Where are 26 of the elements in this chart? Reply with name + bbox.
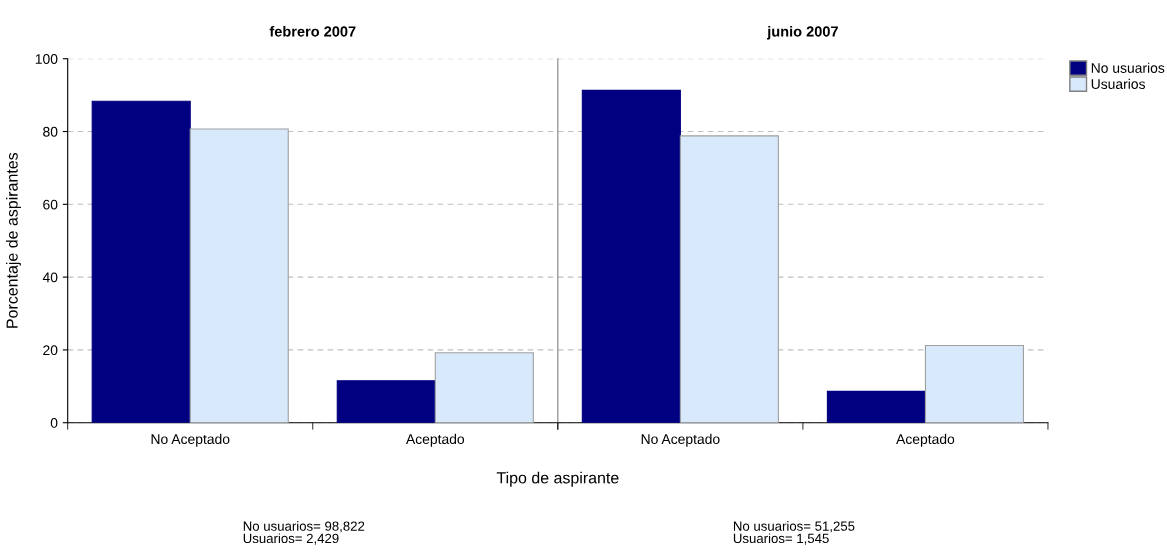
legend-label: No usuarios [1091,62,1165,73]
legend-label: Usuarios [1091,78,1145,89]
bar [91,100,191,423]
text: No usuarios= 98,822 Usuarios= 2,429 [243,521,365,545]
y-tick-label: 20 [43,345,58,356]
x-tick-label: Aceptado [896,433,955,447]
bar [434,352,534,423]
bar [189,128,289,423]
y-tick-label: 80 [43,126,58,137]
x-axis-title: Tipo de aspirante [496,471,619,487]
y-axis-title: Porcentaje de aspirantes [6,152,21,328]
chart-title: febrero 2007 [269,25,356,37]
x-tick-label: Aceptado [405,433,465,447]
x-tick-label: No Aceptado [151,433,230,447]
bar [826,390,926,423]
y-tick-label: 40 [42,272,58,283]
text: No usuarios= 51,255 Usuarios= 1,545 [733,521,855,545]
chart-title: junio 2007 [767,25,838,40]
bar [924,344,1025,423]
bar [679,135,779,423]
y-tick-label: 0 [50,418,58,428]
bar [581,89,681,423]
y-tick-label: 100 [35,54,58,64]
bar [336,380,436,423]
y-tick-label: 60 [43,199,58,210]
x-tick-label: No Aceptado [641,433,720,447]
